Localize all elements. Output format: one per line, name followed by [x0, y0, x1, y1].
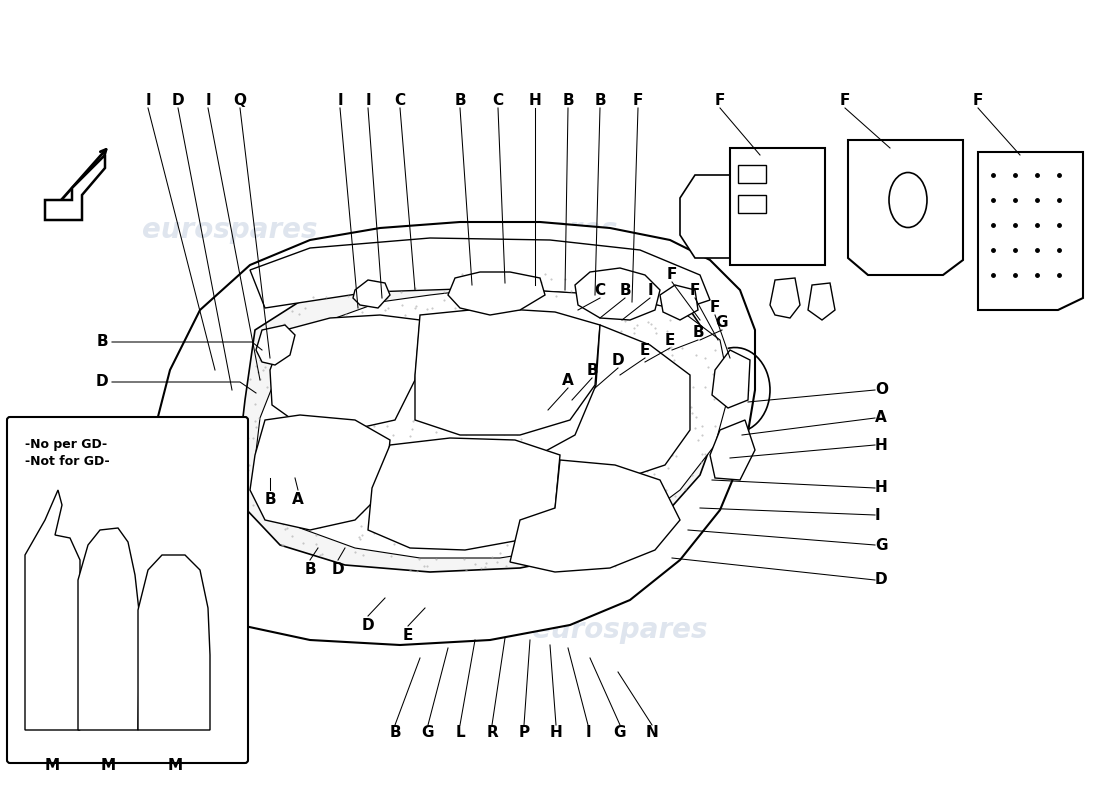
Text: I: I	[585, 725, 591, 740]
Text: R: R	[486, 725, 498, 740]
Text: eurospares: eurospares	[532, 616, 707, 644]
Text: C: C	[594, 283, 606, 298]
Polygon shape	[660, 285, 698, 320]
Text: B: B	[619, 283, 630, 298]
Text: -Not for GD-: -Not for GD-	[25, 455, 110, 468]
Polygon shape	[25, 490, 80, 730]
Bar	[738, 195, 766, 213]
Text: G: G	[874, 538, 888, 553]
Text: B: B	[692, 325, 704, 340]
Polygon shape	[138, 555, 210, 730]
Text: A: A	[562, 373, 574, 388]
Text: N: N	[646, 725, 659, 740]
FancyBboxPatch shape	[7, 417, 248, 763]
Polygon shape	[770, 278, 800, 318]
Polygon shape	[730, 148, 825, 265]
Text: B: B	[389, 725, 400, 740]
Text: I: I	[365, 93, 371, 108]
Text: B: B	[305, 562, 316, 577]
Polygon shape	[712, 350, 750, 408]
Polygon shape	[575, 268, 660, 320]
Text: B: B	[586, 363, 597, 378]
Text: F: F	[972, 93, 983, 108]
Polygon shape	[238, 272, 721, 572]
Text: E: E	[664, 333, 675, 348]
Text: H: H	[874, 481, 888, 495]
Polygon shape	[368, 438, 560, 550]
Polygon shape	[848, 140, 962, 275]
Polygon shape	[250, 238, 710, 310]
Polygon shape	[45, 155, 104, 220]
Text: L: L	[455, 725, 465, 740]
Text: G: G	[421, 725, 434, 740]
Text: A: A	[293, 492, 304, 507]
Polygon shape	[255, 288, 730, 558]
Text: B: B	[454, 93, 465, 108]
Bar	[738, 165, 766, 183]
Text: C: C	[493, 93, 504, 108]
Text: B: B	[97, 334, 108, 350]
Text: D: D	[96, 374, 108, 390]
Text: A: A	[874, 410, 887, 426]
Polygon shape	[448, 272, 544, 315]
Polygon shape	[808, 283, 835, 320]
Polygon shape	[148, 222, 755, 645]
Text: H: H	[874, 438, 888, 453]
Text: F: F	[632, 93, 644, 108]
Text: B: B	[562, 93, 574, 108]
Text: I: I	[145, 93, 151, 108]
Text: eurospares: eurospares	[293, 616, 468, 644]
Text: eurospares: eurospares	[442, 476, 618, 504]
Text: E: E	[640, 343, 650, 358]
Polygon shape	[415, 308, 600, 435]
Polygon shape	[256, 325, 295, 365]
Text: I: I	[874, 507, 881, 522]
Polygon shape	[978, 152, 1084, 310]
Text: G: G	[614, 725, 626, 740]
Text: B: B	[594, 93, 606, 108]
Text: O: O	[874, 382, 888, 398]
Text: D: D	[172, 93, 185, 108]
Text: C: C	[395, 93, 406, 108]
Text: F: F	[710, 300, 720, 315]
Text: I: I	[338, 93, 343, 108]
Polygon shape	[250, 415, 390, 530]
Text: -No per GD-: -No per GD-	[25, 438, 107, 451]
Text: G: G	[716, 315, 728, 330]
Text: I: I	[647, 283, 652, 298]
Text: M: M	[100, 758, 116, 773]
Text: M: M	[167, 758, 183, 773]
Text: H: H	[529, 93, 541, 108]
Text: eurospares: eurospares	[442, 216, 618, 244]
Polygon shape	[710, 420, 755, 480]
Polygon shape	[520, 325, 690, 480]
Text: P: P	[518, 725, 529, 740]
Text: H: H	[550, 725, 562, 740]
Text: D: D	[612, 353, 625, 368]
Text: D: D	[332, 562, 344, 577]
Text: I: I	[206, 93, 211, 108]
Text: F: F	[667, 267, 678, 282]
Text: E: E	[403, 628, 414, 643]
Text: F: F	[690, 283, 701, 298]
Polygon shape	[270, 315, 420, 430]
Text: eurospares: eurospares	[142, 476, 318, 504]
Polygon shape	[680, 175, 730, 258]
Text: Q: Q	[233, 93, 246, 108]
Text: F: F	[715, 93, 725, 108]
Polygon shape	[78, 528, 140, 730]
Text: D: D	[874, 573, 888, 587]
Polygon shape	[353, 280, 390, 308]
Polygon shape	[510, 460, 680, 572]
Text: B: B	[264, 492, 276, 507]
Text: eurospares: eurospares	[142, 216, 318, 244]
Text: D: D	[362, 618, 374, 633]
Text: M: M	[44, 758, 59, 773]
Text: F: F	[839, 93, 850, 108]
